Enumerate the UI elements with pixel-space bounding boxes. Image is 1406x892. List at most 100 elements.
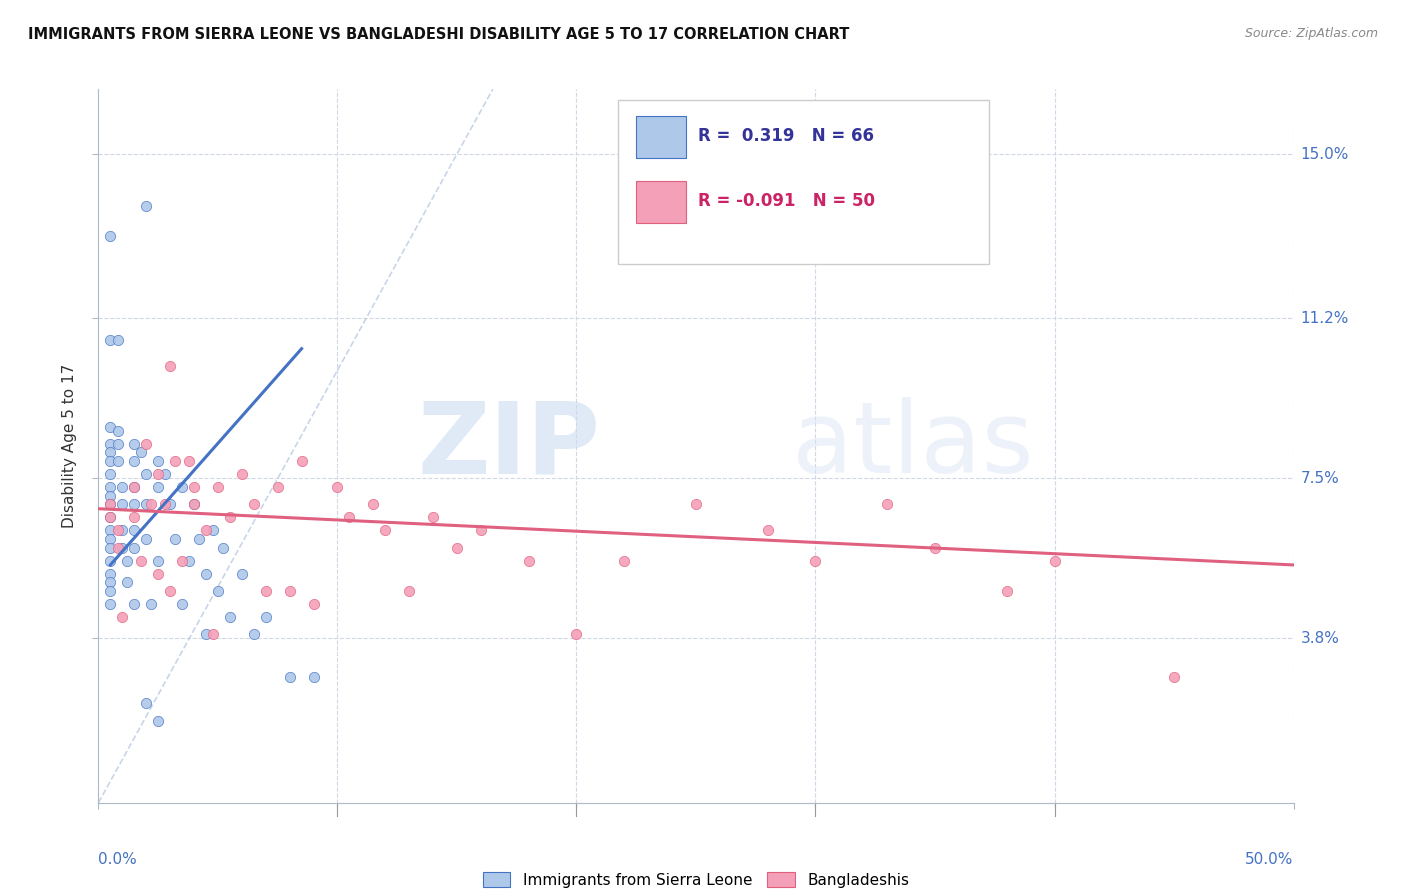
Point [243,497,266,511]
Point [374,524,396,538]
Point [111,524,134,538]
Point [98,583,122,598]
Point [194,627,217,641]
Point [135,497,157,511]
Point [98,467,122,482]
Point [172,597,194,611]
Point [135,199,157,213]
Point [254,610,277,624]
Point [290,454,312,468]
Point [135,467,157,482]
Point [131,445,153,459]
Point [302,597,325,611]
Point [98,532,122,546]
Point [98,510,122,524]
Point [98,445,122,459]
Point [267,480,290,494]
Point [202,524,225,538]
Text: ZIP: ZIP [418,398,600,494]
Point [924,541,946,555]
Point [148,714,170,728]
Point [470,524,492,538]
Point [1163,670,1185,684]
Legend: Immigrants from Sierra Leone, Bangladeshis: Immigrants from Sierra Leone, Bangladesh… [482,872,910,888]
Y-axis label: Disability Age 5 to 17: Disability Age 5 to 17 [62,364,77,528]
Point [124,597,146,611]
Point [98,437,122,451]
Point [183,480,205,494]
Point [139,597,162,611]
Point [124,497,146,511]
Point [219,610,242,624]
Point [685,497,707,511]
Point [159,497,181,511]
Point [159,359,181,373]
Point [98,497,122,511]
Point [278,583,301,598]
Text: 7.5%: 7.5% [1301,471,1340,486]
Point [804,553,827,567]
Point [124,437,146,451]
Point [302,670,325,684]
Point [422,510,444,524]
Point [517,553,540,567]
Point [111,497,134,511]
Point [124,480,146,494]
Point [139,497,162,511]
Text: 0.0%: 0.0% [98,852,138,867]
Point [337,510,360,524]
Point [446,541,468,555]
Point [131,553,153,567]
Point [179,553,201,567]
Point [207,480,229,494]
FancyBboxPatch shape [619,100,988,264]
Point [98,419,122,434]
Point [163,454,186,468]
Point [756,524,779,538]
Point [231,566,253,581]
Text: 50.0%: 50.0% [1246,852,1294,867]
Point [172,480,194,494]
Point [172,553,194,567]
Point [148,467,170,482]
Point [155,467,177,482]
Point [194,566,217,581]
Point [231,467,253,482]
Point [995,583,1018,598]
Point [98,229,122,244]
Point [202,627,225,641]
Point [179,454,201,468]
FancyBboxPatch shape [636,116,686,159]
Point [148,566,170,581]
Point [98,510,122,524]
Point [124,510,146,524]
Point [124,541,146,555]
Point [155,497,177,511]
Text: Source: ZipAtlas.com: Source: ZipAtlas.com [1244,27,1378,40]
Point [211,541,233,555]
Point [107,454,129,468]
Point [135,696,157,710]
Point [98,524,122,538]
FancyBboxPatch shape [636,180,686,223]
Point [219,510,242,524]
Point [107,424,129,438]
Point [98,566,122,581]
Point [107,524,129,538]
Text: 11.2%: 11.2% [1301,311,1348,326]
Point [98,333,122,347]
Point [111,610,134,624]
Point [135,437,157,451]
Point [183,497,205,511]
Point [107,437,129,451]
Point [98,454,122,468]
Point [107,333,129,347]
Point [135,532,157,546]
Point [207,583,229,598]
Point [278,670,301,684]
Point [124,480,146,494]
Point [148,454,170,468]
Point [1043,553,1066,567]
Point [124,454,146,468]
Text: R =  0.319   N = 66: R = 0.319 N = 66 [699,128,875,145]
